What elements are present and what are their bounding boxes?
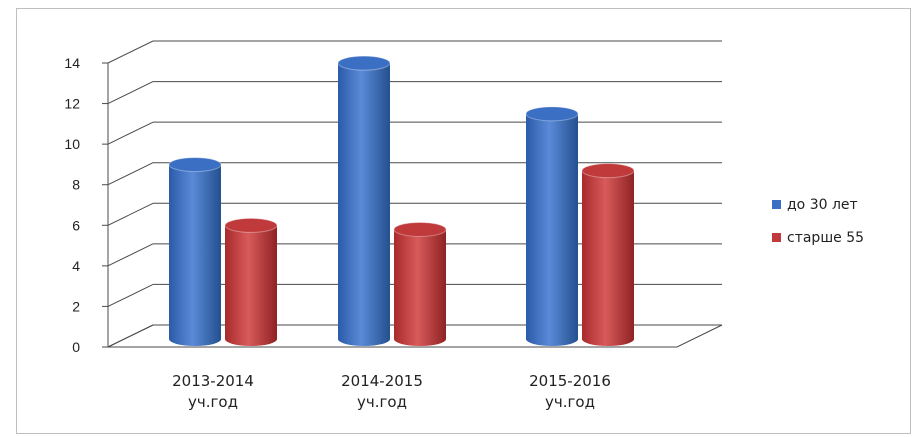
bars [168,55,635,347]
bar-cap [224,217,278,233]
legend-swatch [772,200,781,209]
legend-label: старше 55 [787,230,864,246]
gridline-side [107,324,154,348]
bar-cap [337,55,391,71]
y-tick-label: 4 [72,258,80,274]
category-label: уч.год [357,393,407,411]
bar-body [169,164,221,346]
bar-0-2 [525,106,579,346]
category-label: 2015-2016 [529,372,611,390]
gridline-side [107,202,154,226]
gridline-side [107,243,154,267]
gridline-side [107,40,154,64]
y-tick-label: 10 [64,136,80,152]
y-tick-label: 8 [72,177,80,193]
bar-body [582,170,634,346]
category-label: уч.год [188,393,238,411]
gridline-side [107,121,154,145]
bar-1-1 [393,221,447,346]
bar-body [338,63,390,347]
category-label: 2014-2015 [341,372,423,390]
chart-frame [16,8,911,434]
x-axis-categories: 2013-2014 уч.год 2014-2015 уч.год 2015-2016 у… [172,372,611,411]
bar-body [225,225,277,346]
bar-body [394,229,446,346]
bar-0-1 [337,55,391,347]
bar-cap [393,221,447,237]
gridline-side [107,162,154,186]
bar-cap [581,163,635,179]
y-tick-label: 0 [72,339,80,355]
bar-cap [525,106,579,122]
legend-swatch [772,233,781,242]
bar-0-0 [168,157,222,346]
y-tick-label: 12 [64,96,80,112]
bar-cap [168,157,222,173]
legend-label: до 30 лет [787,197,858,213]
gridline-side [107,283,154,307]
bar-1-2 [581,163,635,346]
category-label: 2013-2014 [172,372,254,390]
legend: до 30 лет старше 55 [772,197,864,246]
y-axis-ticks: 0 2 4 6 8 10 12 14 [64,55,80,355]
y-tick-label: 6 [72,217,80,233]
gridline-side [107,81,154,105]
bar-1-0 [224,217,278,346]
y-tick-label: 2 [72,298,80,314]
category-label: уч.год [545,393,595,411]
y-tick-label: 14 [64,55,80,71]
bar-body [526,113,578,346]
